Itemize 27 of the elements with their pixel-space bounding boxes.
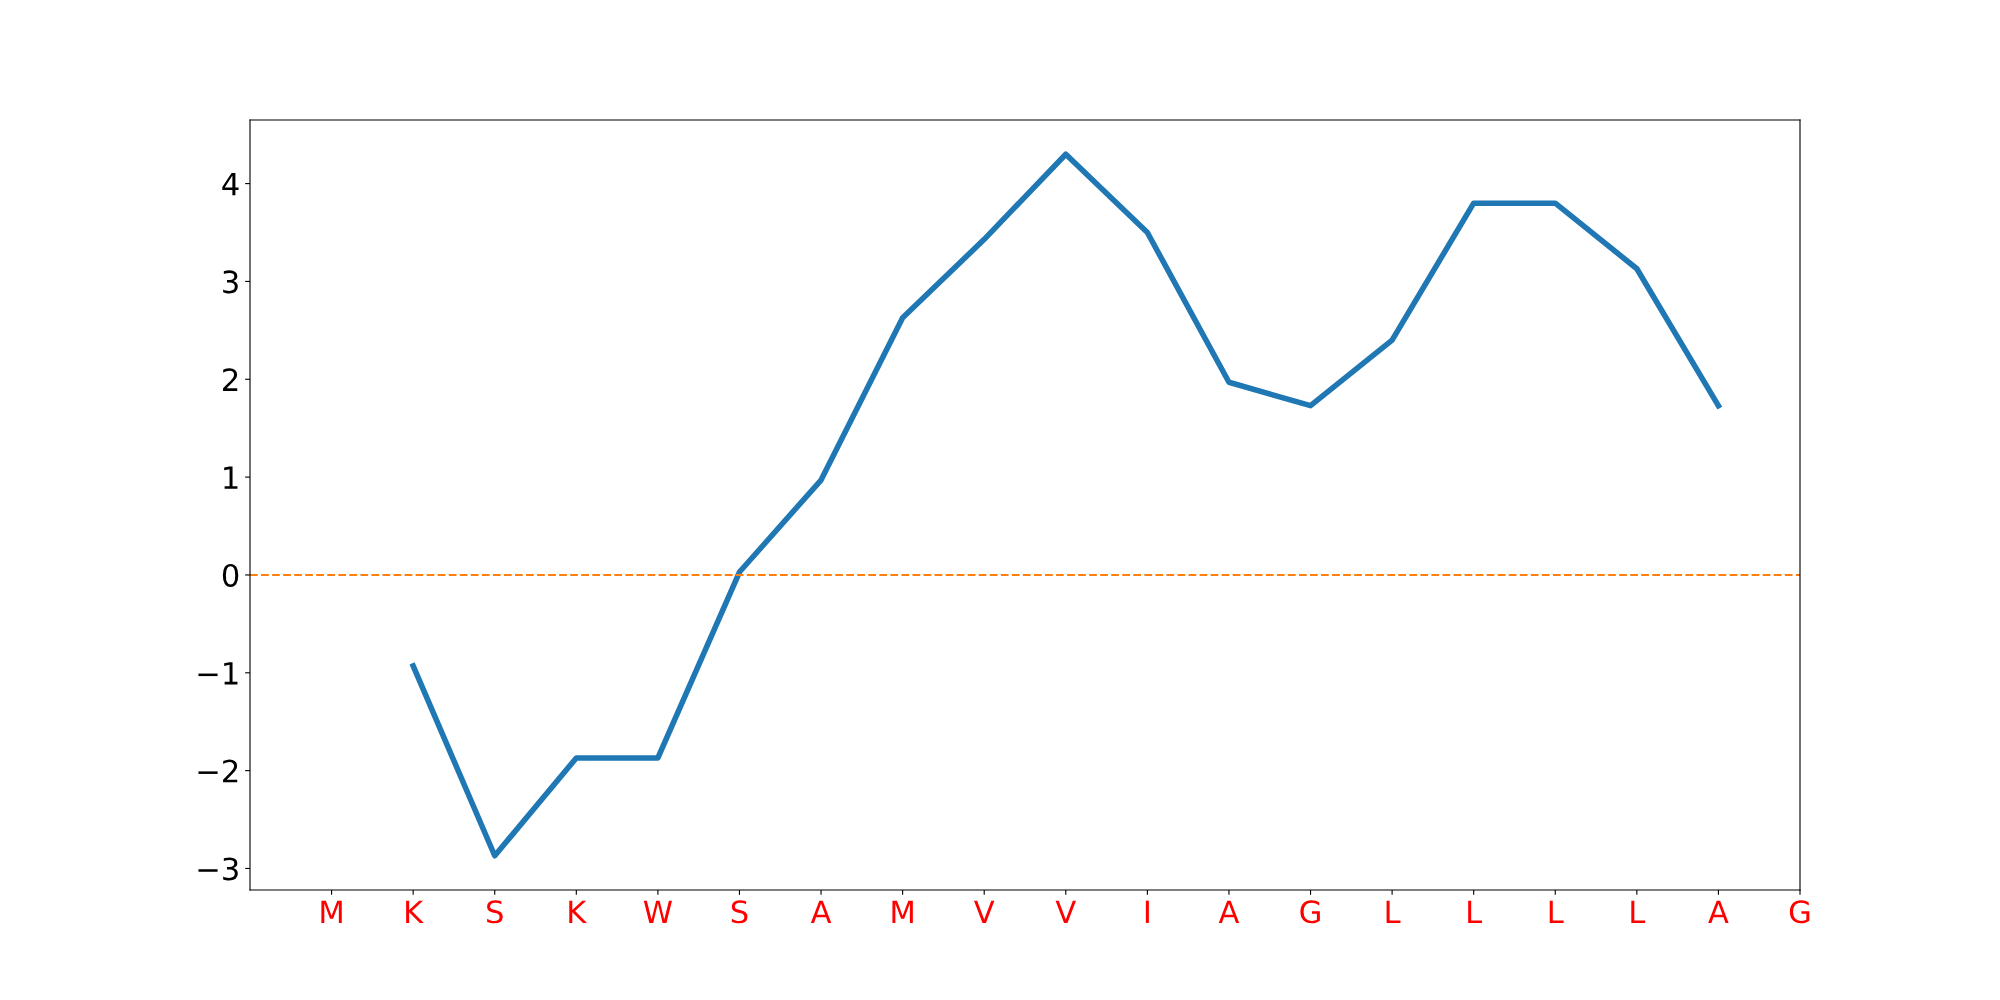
x-tick-label: A xyxy=(1708,900,1729,923)
y-tick-label: −3 xyxy=(198,857,238,881)
x-tick-label: S xyxy=(731,900,748,924)
x-tick-label: L xyxy=(1549,900,1564,923)
x-tick-label: I xyxy=(1145,900,1149,923)
x-tick-label: L xyxy=(1631,900,1646,923)
x-tick-label: G xyxy=(1300,900,1320,924)
y-tick-label: −2 xyxy=(198,759,238,783)
x-tick-label: K xyxy=(569,900,587,923)
y-tick-label: 0 xyxy=(222,563,239,587)
y-tick-label: 4 xyxy=(222,172,239,196)
x-tick-label: V xyxy=(974,900,995,923)
y-tick-label: 3 xyxy=(223,270,238,294)
x-tick-label: A xyxy=(1218,900,1240,923)
x-tick-label: A xyxy=(810,900,832,923)
x-tick-label: M xyxy=(892,900,913,923)
x-tick-label: L xyxy=(1386,900,1401,923)
x-tick-label: V xyxy=(1055,900,1076,923)
x-tick-label: M xyxy=(321,900,342,923)
x-tick-label: W xyxy=(643,900,672,923)
y-tick-label: −1 xyxy=(198,662,238,685)
x-tick-label: L xyxy=(1468,900,1483,923)
y-tick-label: 1 xyxy=(224,466,238,489)
x-tick-label: G xyxy=(1789,900,1810,924)
x-tick-label: K xyxy=(406,900,424,923)
x-tick-label: S xyxy=(487,900,503,924)
y-tick-label: 2 xyxy=(223,368,238,391)
